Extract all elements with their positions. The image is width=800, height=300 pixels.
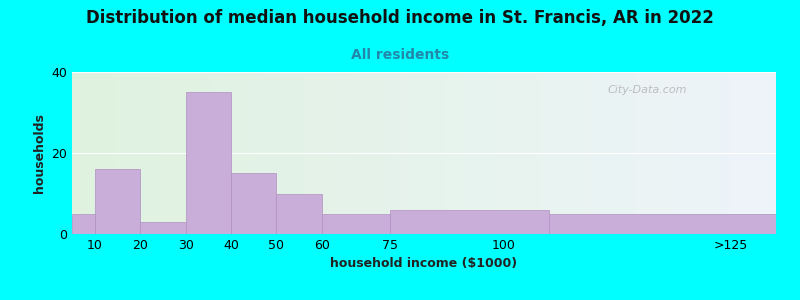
- Text: City-Data.com: City-Data.com: [607, 85, 686, 95]
- Text: Distribution of median household income in St. Francis, AR in 2022: Distribution of median household income …: [86, 9, 714, 27]
- Bar: [549, 214, 776, 234]
- Bar: [72, 214, 94, 234]
- Bar: [140, 222, 186, 234]
- Bar: [390, 210, 549, 234]
- X-axis label: household income ($1000): household income ($1000): [330, 257, 518, 270]
- Bar: [231, 173, 276, 234]
- Y-axis label: households: households: [33, 113, 46, 193]
- Bar: [186, 92, 231, 234]
- Bar: [322, 214, 390, 234]
- Bar: [276, 194, 322, 234]
- Text: All residents: All residents: [351, 48, 449, 62]
- Bar: [94, 169, 140, 234]
